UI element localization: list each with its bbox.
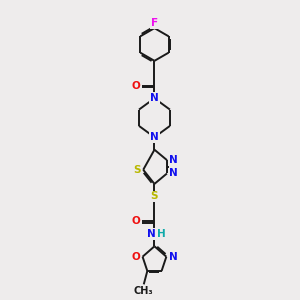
Text: S: S: [151, 191, 158, 201]
Text: N: N: [150, 132, 159, 142]
Text: F: F: [151, 18, 158, 28]
Text: N: N: [169, 169, 178, 178]
Text: N: N: [150, 93, 159, 103]
Text: S: S: [133, 165, 140, 175]
Text: N: N: [169, 252, 177, 262]
Text: H: H: [157, 229, 165, 239]
Text: CH₃: CH₃: [134, 286, 154, 296]
Text: N: N: [169, 155, 178, 165]
Text: N: N: [146, 229, 155, 239]
Text: O: O: [132, 216, 140, 226]
Text: O: O: [132, 81, 140, 91]
Text: O: O: [132, 252, 140, 262]
